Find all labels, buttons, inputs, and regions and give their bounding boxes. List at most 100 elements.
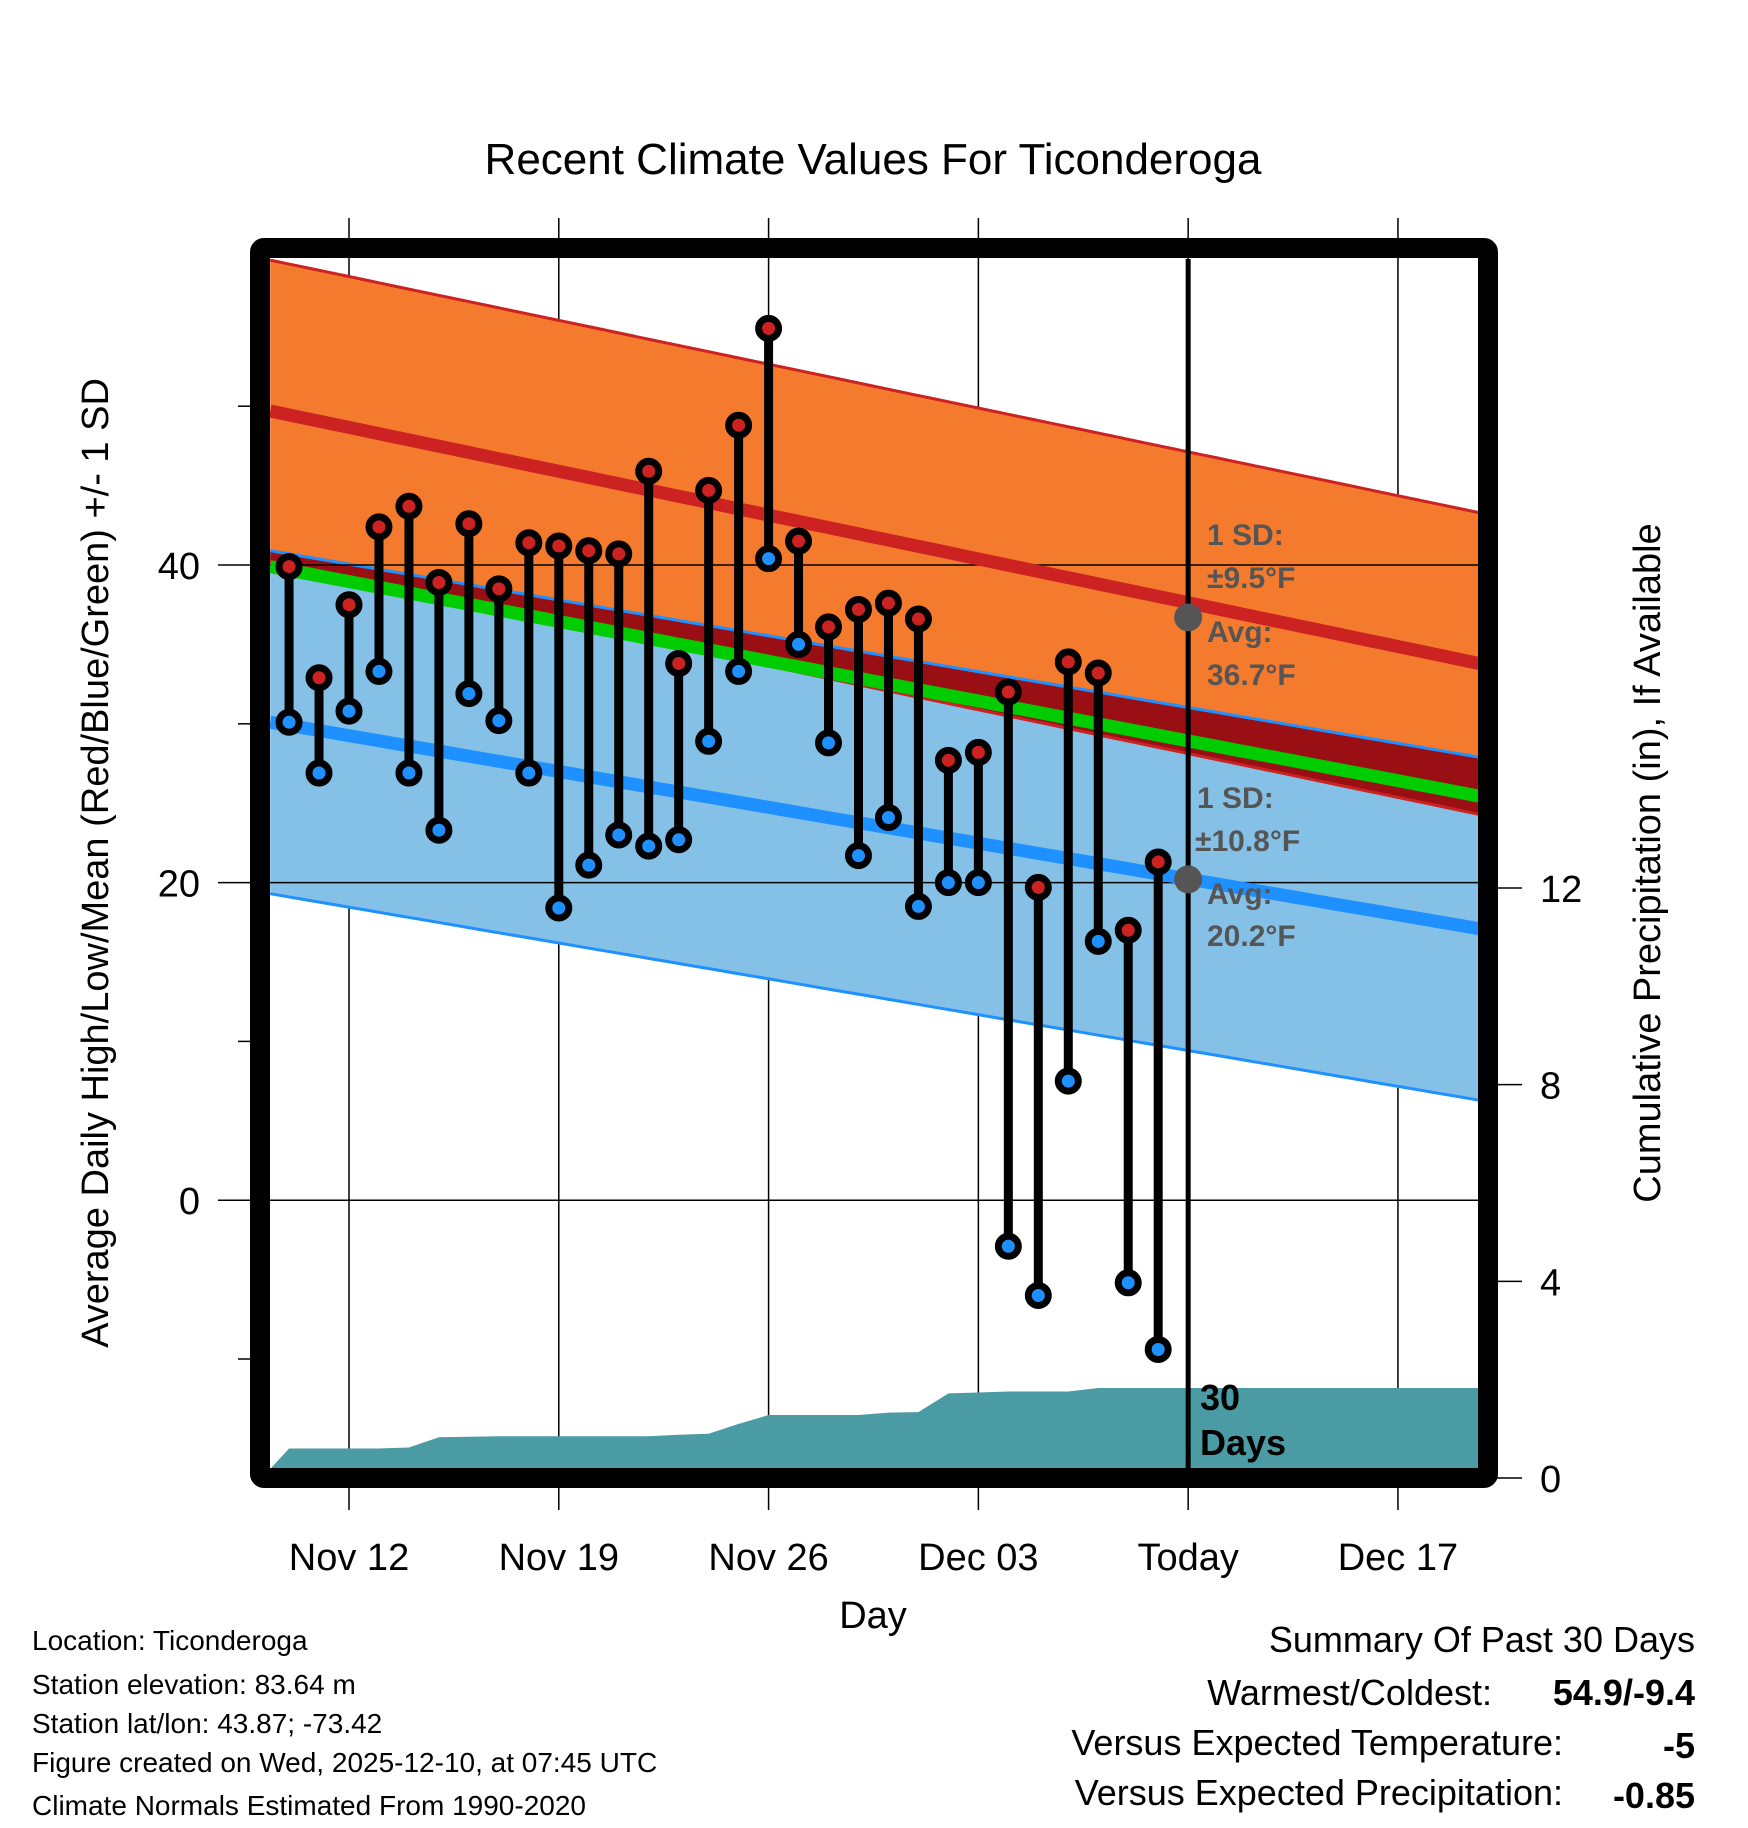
daily-high-point: [844, 595, 872, 623]
daily-low-point: [605, 821, 633, 849]
daily-high-point: [904, 605, 932, 633]
days-count-label: 30: [1200, 1377, 1240, 1418]
daily-low-point: [365, 657, 393, 685]
daily-low-point: [904, 892, 932, 920]
daily-low-point: [545, 894, 573, 922]
daily-record-nov-18: [515, 529, 543, 787]
daily-high-point: [575, 537, 603, 565]
annotation-low-sd-value: ±10.8°F: [1195, 825, 1300, 858]
daily-low-point: [815, 729, 843, 757]
summary-title: Summary Of Past 30 Days: [1269, 1619, 1695, 1660]
daily-high-point: [815, 613, 843, 641]
daily-low-point: [844, 842, 872, 870]
y2-tick-label: 8: [1540, 1066, 1561, 1108]
daily-record-nov-29: [844, 595, 872, 870]
daily-record-nov-22: [635, 457, 663, 860]
daily-high-point: [934, 746, 962, 774]
daily-record-nov-21: [605, 540, 633, 849]
daily-record-dec-09: [1144, 848, 1172, 1363]
daily-high-point: [695, 476, 723, 504]
cumulative-precip-area: [270, 1388, 1479, 1469]
daily-low-point: [275, 708, 303, 736]
avg-high-line: [268, 404, 1481, 670]
daily-record-nov-12: [335, 591, 363, 725]
daily-low-point: [335, 697, 363, 725]
daily-low-point: [934, 869, 962, 897]
daily-record-nov-14: [395, 492, 423, 787]
daily-record-dec-02: [934, 746, 962, 897]
daily-record-nov-19: [545, 532, 573, 922]
daily-record-nov-23: [665, 649, 693, 854]
daily-high-point: [455, 510, 483, 538]
footer-info: Location: Ticonderoga Station elevation:…: [32, 1625, 657, 1821]
footer-created: Figure created on Wed, 2025-12-10, at 07…: [32, 1747, 657, 1778]
chart-title: Recent Climate Values For Ticonderoga: [485, 135, 1262, 184]
today-avg-low-marker: [1174, 865, 1203, 894]
annotation-high-avg-value: 36.7°F: [1207, 659, 1296, 692]
summary-box: Summary Of Past 30 Days Warmest/Coldest:…: [1071, 1619, 1695, 1816]
daily-record-dec-08: [1114, 916, 1142, 1297]
daily-high-point: [395, 492, 423, 520]
y-axis-label: Average Daily High/Low/Mean (Red/Blue/Gr…: [75, 378, 117, 1348]
summary-temp-label: Versus Expected Temperature:: [1071, 1722, 1563, 1763]
footer-latlon: Station lat/lon: 43.87; -73.42: [32, 1708, 382, 1739]
y2-tick-label: 4: [1540, 1262, 1561, 1304]
daily-record-nov-25: [725, 411, 753, 685]
daily-low-point: [485, 707, 513, 735]
daily-record-nov-11: [305, 664, 333, 787]
today-avg-high-marker: [1174, 603, 1203, 632]
daily-record-nov-17: [485, 575, 513, 735]
daily-low-point: [455, 680, 483, 708]
daily-record-nov-13: [365, 513, 393, 685]
daily-high-point: [635, 457, 663, 485]
daily-low-point: [725, 657, 753, 685]
daily-record-nov-24: [695, 476, 723, 755]
daily-high-point: [335, 591, 363, 619]
footer-location: Location: Ticonderoga: [32, 1625, 308, 1656]
low-lower-sd-line: [269, 892, 1480, 1102]
y-tick-label: 20: [158, 864, 200, 906]
daily-record-nov-30: [874, 589, 902, 831]
daily-low-point: [575, 851, 603, 879]
daily-high-point: [785, 527, 813, 555]
x-tick-label: Dec 17: [1338, 1537, 1458, 1579]
daily-record-nov-26: [755, 314, 783, 573]
daily-record-dec-04: [994, 678, 1022, 1260]
daily-record-dec-05: [1024, 873, 1052, 1309]
daily-low-point: [964, 869, 992, 897]
daily-low-point: [785, 630, 813, 658]
high-upper-sd-line: [269, 258, 1480, 515]
daily-low-point: [425, 816, 453, 844]
daily-high-point: [665, 649, 693, 677]
daily-low-point: [994, 1232, 1022, 1260]
daily-record-nov-27: [785, 527, 813, 658]
annotation-low-sd-label: 1 SD:: [1197, 782, 1274, 815]
daily-record-nov-15: [425, 568, 453, 844]
plot-frame: [250, 238, 1498, 1488]
daily-low-point: [1114, 1269, 1142, 1297]
daily-high-point: [1114, 916, 1142, 944]
daily-low-point: [874, 803, 902, 831]
daily-record-dec-06: [1054, 648, 1082, 1095]
y-tick-label: 0: [179, 1181, 200, 1223]
daily-low-point: [305, 759, 333, 787]
annotation-low-avg-value: 20.2°F: [1207, 920, 1296, 953]
y-tick-label: 40: [158, 546, 200, 588]
summary-warm-cold-value: 54.9/-9.4: [1553, 1672, 1695, 1713]
summary-precip-value: -0.85: [1613, 1775, 1695, 1816]
daily-high-point: [515, 529, 543, 557]
plot-area: 1 SD: ±9.5°F Avg: 36.7°F 1 SD: ±10.8°F Avg: 20.…: [158, 218, 1582, 1579]
daily-high-point: [1054, 648, 1082, 676]
daily-high-point: [1084, 659, 1112, 687]
y2-axis-label: Cumulative Precipitation (in), If Availa…: [1627, 523, 1669, 1202]
daily-high-point: [365, 513, 393, 541]
x-tick-label: Today: [1137, 1537, 1238, 1579]
daily-record-nov-16: [455, 510, 483, 708]
x-tick-label: Nov 26: [708, 1537, 828, 1579]
y2-tick-label: 0: [1540, 1459, 1561, 1501]
summary-warm-cold-label: Warmest/Coldest:: [1207, 1672, 1492, 1713]
daily-high-point: [725, 411, 753, 439]
daily-low-point: [1144, 1335, 1172, 1363]
daily-record-dec-01: [904, 605, 932, 920]
